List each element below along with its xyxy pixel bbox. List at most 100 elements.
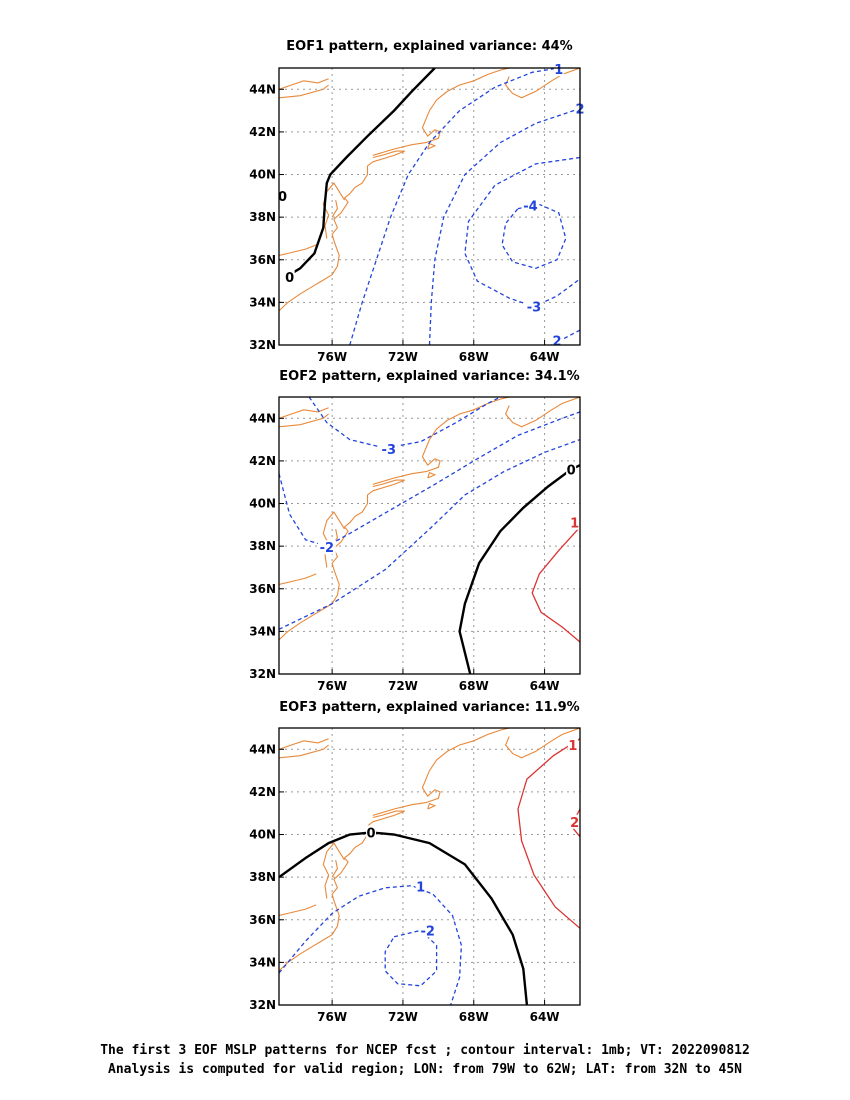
contour-line — [384, 929, 438, 987]
coastline-segment — [372, 397, 510, 485]
contour-label: 2 — [552, 335, 561, 350]
contour-label-background — [524, 299, 543, 314]
contour-label-group: 0 — [284, 269, 295, 286]
contour-label-group: 1 — [569, 515, 580, 532]
contour-line — [285, 68, 436, 278]
y-tick-label: 38N — [249, 210, 276, 224]
contour-label: 1 — [570, 517, 579, 532]
y-tick-label: 32N — [249, 667, 276, 681]
contour-label-background — [284, 269, 295, 284]
y-tick-label: 42N — [249, 785, 276, 799]
y-tick-label: 36N — [249, 582, 276, 596]
y-tick-label: 34N — [249, 955, 276, 969]
coastline-segment — [372, 150, 405, 163]
y-tick-label: 42N — [249, 125, 276, 139]
contour-label: 0 — [567, 463, 576, 478]
contour-label-group: -3 — [379, 442, 398, 458]
x-tick-label: 72W — [388, 679, 418, 693]
x-tick-label: 76W — [317, 1010, 347, 1024]
y-tick-label: 34N — [249, 624, 276, 638]
coastline-segment — [279, 738, 329, 750]
contour-label-group: 1 — [567, 738, 578, 754]
contour-label-background — [566, 462, 577, 477]
contour-line — [464, 156, 580, 308]
contour-line — [458, 464, 580, 674]
coastline-segment — [372, 68, 510, 156]
coastline-segment — [321, 490, 374, 611]
contour-label-background — [379, 442, 398, 457]
x-tick-label: 76W — [317, 350, 347, 364]
contour-line — [279, 885, 463, 1005]
coastline-segment — [427, 802, 437, 810]
coastline-segment — [279, 84, 329, 99]
y-tick-label: 44N — [249, 742, 276, 756]
eof2-panel: EOF2 pattern, explained variance: 34.1% 0… — [249, 369, 581, 693]
coastline-segment — [279, 744, 329, 759]
coastline-segment — [279, 609, 322, 641]
contour-label-group: 0 — [366, 825, 377, 841]
coastline-segment — [504, 397, 580, 428]
contour-label-background — [569, 515, 580, 530]
contour-label: 0 — [278, 190, 287, 205]
contour-label-background — [418, 923, 437, 938]
caption-line-1: The first 3 EOF MSLP patterns for NCEP f… — [100, 1043, 750, 1058]
x-tick-label: 72W — [388, 350, 418, 364]
contour-line — [279, 411, 580, 547]
y-tick-label: 38N — [249, 870, 276, 884]
x-tick-label: 68W — [459, 1010, 489, 1024]
coastline-segment — [504, 68, 580, 99]
contour-label: -3 — [382, 443, 396, 458]
contour-label-background — [521, 198, 540, 213]
contour-line — [517, 738, 580, 929]
plot-frame — [278, 727, 581, 1006]
contour-label: 1 — [568, 739, 577, 754]
plot-frame — [278, 396, 581, 675]
contour-label-background — [553, 62, 564, 77]
contour-label-group: 2 — [551, 333, 562, 350]
contour-line — [279, 438, 580, 630]
coastline-segment — [279, 573, 317, 586]
coastline-segment — [322, 511, 345, 568]
y-tick-label: 36N — [249, 253, 276, 267]
contours — [279, 738, 580, 1005]
grid-lines — [279, 397, 580, 674]
y-tick-label: 40N — [249, 168, 276, 182]
coastline-segment — [321, 821, 374, 942]
eof3-panel: EOF3 pattern, explained variance: 11.9% 0… — [249, 700, 581, 1024]
x-tick-label: 64W — [530, 350, 560, 364]
contour-line — [279, 831, 529, 1005]
coastline-segment — [279, 904, 317, 917]
grid-lines — [279, 728, 580, 1005]
panel-title: EOF1 pattern, explained variance: 44% — [286, 39, 572, 54]
contour-label: -3 — [527, 301, 541, 316]
coastline-segment — [372, 728, 510, 816]
contours — [279, 68, 580, 345]
x-tick-label: 64W — [530, 679, 560, 693]
contour-label-group: 0 — [277, 188, 288, 205]
contour-label-background — [366, 825, 377, 840]
plot-frame — [278, 67, 581, 346]
y-tick-label: 32N — [249, 338, 276, 352]
x-tick-label: 72W — [388, 1010, 418, 1024]
coastline-segment — [427, 142, 437, 150]
coastline-segment — [279, 244, 317, 257]
contour-label-background — [567, 738, 578, 753]
caption-line-2: Analysis is computed for valid region; L… — [108, 1062, 742, 1077]
coastline-segment — [427, 471, 437, 479]
contours — [279, 397, 580, 674]
y-tick-label: 42N — [249, 454, 276, 468]
eof-figure: EOF1 pattern, explained variance: 44% 0 0 1… — [249, 39, 585, 1024]
contour-line — [531, 526, 580, 643]
contour-label-background — [277, 188, 288, 203]
coastline-segment — [331, 199, 338, 218]
coastline — [279, 68, 580, 312]
contour-line — [308, 397, 501, 449]
grid-lines — [279, 68, 580, 345]
coastline-segment — [322, 842, 345, 899]
coastline-segment — [331, 859, 338, 878]
contour-label: -2 — [421, 924, 435, 939]
contour-label: -2 — [320, 541, 334, 556]
contour-label-background — [569, 814, 580, 829]
contour-label-group: -3 — [524, 299, 543, 316]
contour-label-background — [551, 333, 562, 348]
